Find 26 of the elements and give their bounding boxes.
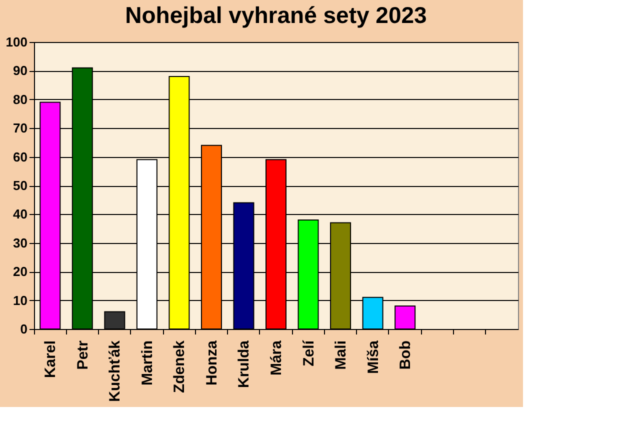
bar [394,306,416,330]
y-tick-label: 90 [13,63,28,78]
y-tick-label: 0 [20,322,28,336]
x-tick-label: Zdenek [171,340,188,394]
y-tick-label: 100 [6,34,28,50]
x-tick-label: Karel [42,340,60,378]
y-tick-label: 50 [13,178,28,193]
x-tick-label: Míša [364,340,382,374]
x-tick-label: Mára [268,340,285,376]
x-tick-label: Petr [74,340,92,370]
x-tick-label: Honza [203,340,220,386]
x-tick-label: Zelí [300,340,318,366]
y-tick-label: 80 [13,92,28,107]
x-tick-label: Martin [138,340,156,386]
y-tick-label: 30 [13,235,28,250]
chart-title: Nohejbal vyhrané sety 2023 [125,2,427,28]
y-tick-label: 20 [13,264,28,280]
y-tick-label: 10 [13,292,28,308]
x-tick-label: Kuchťák [106,340,124,402]
x-tick-label: Bob [397,340,414,370]
y-tick-label: 60 [13,149,28,164]
bar [104,311,126,330]
y-tick-label: 40 [13,206,28,222]
x-tick-label: Mali [332,340,350,370]
x-tick-label: Krulda [236,340,253,388]
y-tick-label: 70 [13,120,28,136]
